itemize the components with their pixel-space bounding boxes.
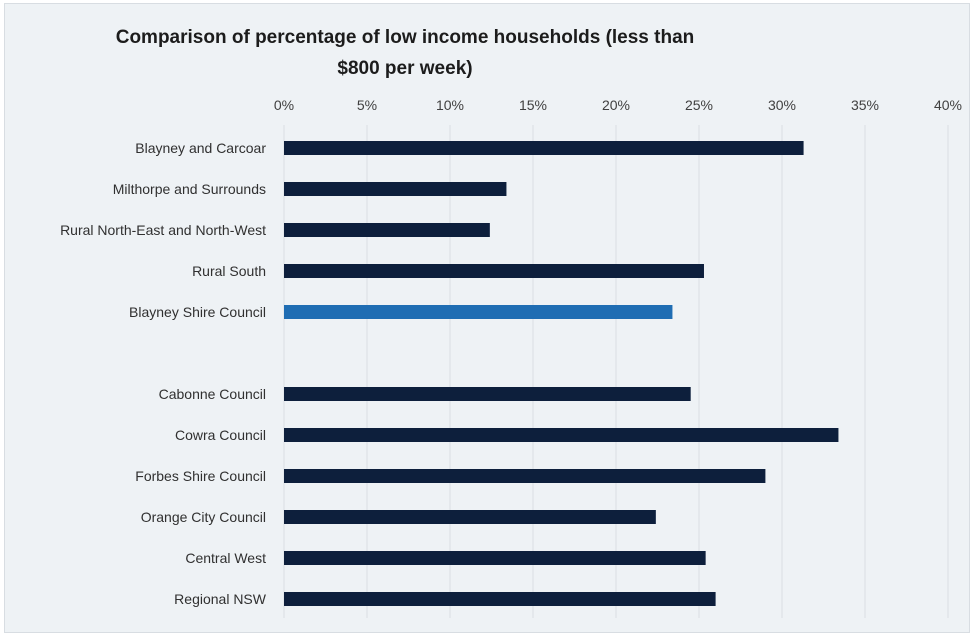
category-label: Regional NSW (174, 591, 267, 607)
category-label: Cowra Council (175, 427, 266, 443)
bar (284, 223, 490, 237)
category-label: Milthorpe and Surrounds (113, 181, 266, 197)
category-label: Central West (185, 550, 266, 566)
x-tick-label: 35% (851, 97, 879, 113)
x-tick-label: 10% (436, 97, 464, 113)
bar (284, 182, 507, 196)
x-tick-label: 30% (768, 97, 796, 113)
bar (284, 264, 704, 278)
x-tick-label: 25% (685, 97, 713, 113)
x-tick-label: 5% (357, 97, 377, 113)
category-label: Orange City Council (141, 509, 266, 525)
bar (284, 469, 766, 483)
bar (284, 428, 839, 442)
x-tick-label: 0% (274, 97, 294, 113)
x-tick-label: 20% (602, 97, 630, 113)
category-label: Forbes Shire Council (135, 468, 266, 484)
category-label: Rural North-East and North-West (60, 222, 266, 238)
x-tick-label: 15% (519, 97, 547, 113)
bar (284, 387, 691, 401)
chart-title: Comparison of percentage of low income h… (115, 27, 695, 79)
bar (284, 592, 716, 606)
category-label: Rural South (192, 263, 266, 279)
bar (284, 551, 706, 565)
x-tick-label: 40% (934, 97, 962, 113)
bar (284, 305, 673, 319)
bar (284, 141, 804, 155)
category-label: Blayney and Carcoar (135, 140, 266, 156)
category-label: Cabonne Council (159, 386, 266, 402)
category-label: Blayney Shire Council (129, 304, 266, 320)
bar (284, 510, 656, 524)
